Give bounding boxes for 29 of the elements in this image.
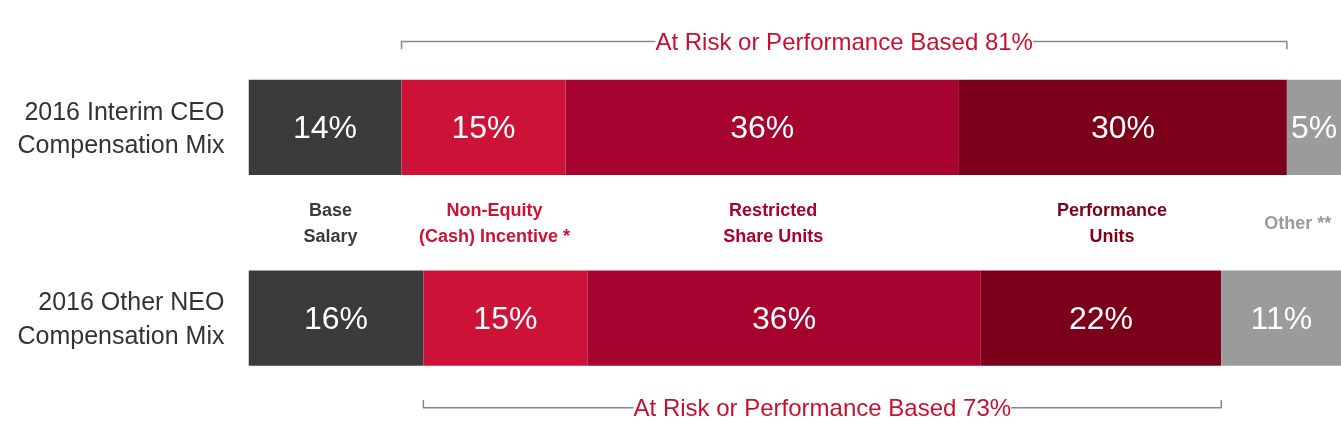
data-label: 16% <box>303 300 368 337</box>
data-label: 5% <box>1291 109 1338 146</box>
series-label: Restricted Share Units <box>723 199 824 246</box>
bar <box>980 270 1222 366</box>
data-label: 30% <box>1090 109 1155 146</box>
data-label: 36% <box>752 300 817 337</box>
data-label: 11% <box>1250 300 1313 337</box>
data-label: 22% <box>1069 300 1134 337</box>
annotation: At Risk or Performance Based 73% <box>633 394 1012 422</box>
bar <box>958 79 1287 176</box>
data-label: 36% <box>730 109 795 146</box>
bar <box>248 79 402 176</box>
bar <box>248 270 424 366</box>
bar <box>1221 270 1341 366</box>
y-tick-label: 2016 Interim CEO Compensation Mix <box>17 96 225 159</box>
y-tick-label: 2016 Other NEO Compensation Mix <box>17 287 225 349</box>
data-label: 15% <box>451 109 516 146</box>
series-label: Non-Equity (Cash) Incentive * <box>418 199 570 246</box>
series-label: Base Salary <box>303 199 358 246</box>
bar <box>587 270 981 366</box>
bar <box>401 79 566 176</box>
text: Other ** <box>1264 212 1332 233</box>
bar <box>565 79 959 176</box>
data-label: 15% <box>473 300 538 337</box>
data-label: 14% <box>292 109 358 146</box>
bar <box>1286 79 1341 176</box>
series-label: Performance Units <box>1056 199 1168 246</box>
annotation: At Risk or Performance Based 81% <box>655 28 1033 56</box>
bar <box>423 270 588 366</box>
